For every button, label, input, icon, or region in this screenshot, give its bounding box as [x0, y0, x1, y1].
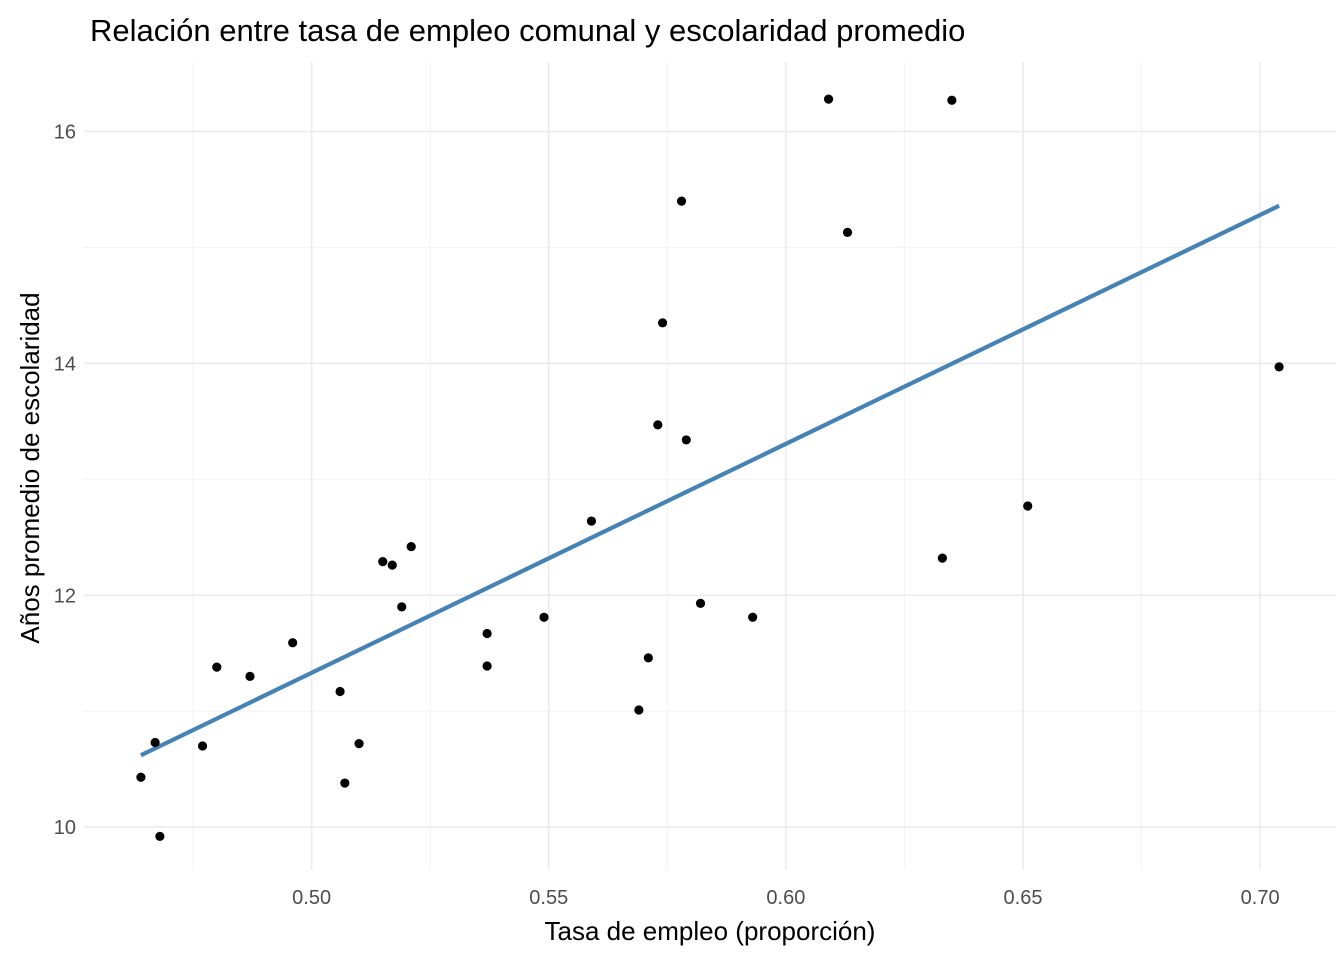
data-point: [406, 541, 416, 552]
data-point: [335, 686, 345, 697]
data-point: [340, 778, 350, 788]
data-point: [657, 318, 668, 328]
data-points: [136, 94, 1284, 841]
y-axis-title: Años promedio de escolaridad: [15, 292, 45, 643]
data-point: [150, 737, 160, 748]
data-point: [378, 557, 388, 567]
y-tick-label: 14: [54, 353, 76, 375]
data-point: [653, 420, 663, 430]
data-point: [947, 95, 957, 105]
data-point: [482, 628, 492, 639]
data-point: [539, 612, 549, 622]
y-tick-label: 16: [54, 122, 76, 144]
data-point: [748, 612, 758, 622]
x-tick-label: 0.55: [529, 887, 568, 909]
data-point: [1023, 501, 1033, 511]
data-point: [823, 94, 834, 104]
trend-line: [139, 203, 1281, 758]
data-point: [482, 661, 492, 671]
data-point: [634, 705, 644, 715]
data-point: [842, 227, 853, 238]
data-point: [387, 560, 397, 570]
data-point: [155, 831, 165, 841]
minor-gridlines: [84, 62, 1336, 870]
y-tick-label: 12: [54, 585, 76, 607]
data-point: [288, 638, 298, 648]
data-point: [354, 739, 364, 749]
y-axis-ticks: 10 12 14 16: [54, 122, 76, 840]
data-point: [136, 772, 146, 782]
x-tick-label: 0.65: [1004, 887, 1043, 909]
data-point: [695, 598, 706, 608]
data-point: [397, 602, 407, 612]
data-point: [681, 435, 691, 445]
major-gridlines: [84, 62, 1336, 870]
data-point: [937, 553, 947, 563]
y-tick-label: 10: [54, 817, 76, 839]
data-point: [245, 671, 255, 682]
x-axis-title: Tasa de empleo (proporción): [545, 916, 876, 946]
x-tick-label: 0.50: [292, 887, 331, 909]
data-point: [212, 662, 222, 672]
trend-line-layer: [139, 203, 1281, 758]
data-point: [1274, 362, 1284, 372]
x-tick-label: 0.70: [1241, 887, 1280, 909]
chart-title: Relación entre tasa de empleo comunal y …: [90, 13, 965, 48]
data-point: [643, 653, 653, 663]
data-point: [586, 516, 597, 526]
x-tick-label: 0.60: [766, 887, 805, 909]
data-point: [197, 741, 208, 751]
data-point: [676, 196, 687, 206]
x-axis-ticks: 0.50 0.55 0.60 0.65 0.70: [292, 887, 1279, 909]
